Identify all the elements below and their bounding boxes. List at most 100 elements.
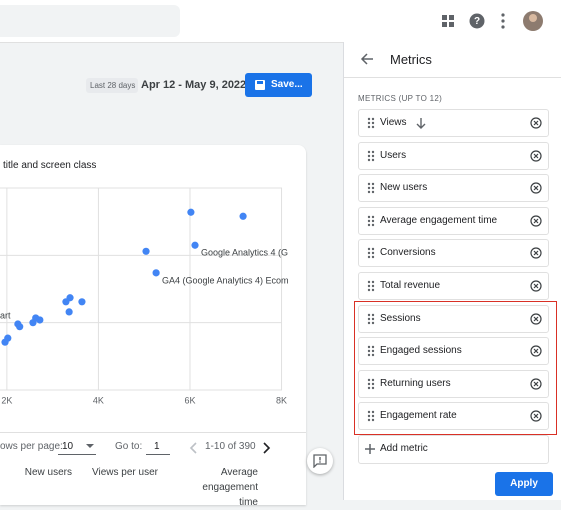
handle-dot — [367, 125, 371, 129]
divider — [0, 432, 306, 433]
handle-dot — [367, 411, 371, 414]
rows-label: ows per page: — [0, 441, 63, 452]
remove-cross — [533, 185, 539, 191]
handle-dot — [371, 186, 375, 190]
save-label: Save... — [271, 79, 303, 90]
handle-dot — [367, 150, 371, 153]
drag-handle — [367, 411, 375, 422]
x-tick-label: 8K — [276, 395, 287, 405]
remove-icon[interactable] — [530, 215, 542, 227]
more-icon[interactable] — [501, 13, 505, 29]
remove-circle — [530, 117, 542, 129]
metric-chip[interactable]: Engaged sessions — [358, 337, 549, 366]
remove-circle — [530, 247, 542, 259]
remove-circle — [530, 215, 542, 227]
remove-icon[interactable] — [530, 247, 542, 259]
handle-dot — [367, 256, 371, 259]
handle-dot — [367, 349, 371, 353]
drag-handle — [367, 280, 375, 292]
drag-handle — [367, 345, 375, 357]
handle-dot — [371, 158, 375, 161]
remove-icon[interactable] — [530, 117, 542, 129]
metric-chip[interactable]: Views — [358, 109, 549, 137]
rows-select[interactable]: 10 — [62, 441, 74, 452]
handle-dot — [367, 182, 371, 186]
remove-icon[interactable] — [530, 410, 542, 422]
handle-dot — [371, 321, 375, 324]
handle-dot — [367, 117, 371, 121]
metric-chip[interactable]: Total revenue — [358, 272, 549, 300]
remove-icon[interactable] — [530, 149, 542, 162]
metric-chip[interactable]: Users — [358, 141, 549, 170]
highlight-box — [354, 301, 557, 435]
handle-dot — [371, 252, 375, 255]
handle-dot — [371, 415, 375, 418]
metric-chip[interactable]: Returning users — [358, 369, 549, 398]
remove-cross — [533, 120, 539, 126]
back-arrow[interactable] — [359, 51, 375, 67]
handle-dot — [367, 353, 371, 357]
next-page[interactable] — [263, 442, 271, 454]
handle-dot — [371, 154, 375, 157]
feedback-button[interactable] — [307, 448, 333, 474]
scatter-chart: 2K 4K 6K 8K Google Analytics 4 (G GA4 (Google… — [0, 187, 289, 405]
column-header: Average engagement time — [202, 467, 258, 508]
add-metric[interactable] — [358, 435, 549, 464]
remove-icon[interactable] — [530, 280, 542, 292]
handle-dot — [371, 150, 375, 153]
search-box[interactable] — [0, 5, 180, 37]
handle-dot — [371, 125, 375, 129]
help-icon[interactable] — [469, 13, 485, 29]
remove-icon[interactable] — [530, 345, 542, 357]
point — [239, 212, 247, 220]
goto-input[interactable]: 1 — [154, 441, 160, 452]
remove-cross — [533, 316, 539, 322]
apps-icon[interactable] — [442, 15, 454, 27]
point — [78, 298, 86, 306]
handle-dot — [371, 378, 375, 381]
x-tick-label: 2K — [1, 395, 12, 405]
remove-cross — [533, 381, 539, 387]
drag-handle — [367, 313, 375, 324]
handle-dot — [367, 345, 371, 349]
remove-icon[interactable] — [530, 378, 542, 390]
apply-button[interactable] — [495, 472, 553, 496]
handle-dot — [367, 158, 371, 161]
handle-dot — [367, 288, 371, 292]
handle-dot — [371, 419, 375, 422]
handle-dot — [371, 223, 375, 226]
date-chip — [86, 78, 138, 93]
handle-dot — [371, 317, 375, 320]
drag-handle — [367, 378, 375, 389]
handle-dot — [367, 280, 371, 284]
metric-chip[interactable]: Average engagement time — [358, 206, 549, 235]
remove-icon[interactable] — [530, 182, 542, 194]
handle-dot — [371, 117, 375, 121]
prev-page[interactable] — [189, 442, 197, 454]
handle-dot — [367, 215, 371, 218]
handle-dot — [367, 121, 371, 125]
handle-dot — [371, 411, 375, 414]
dropdown-arrow — [86, 444, 94, 448]
handle-dot — [367, 382, 371, 385]
metric-chip[interactable]: Conversions — [358, 239, 549, 268]
apply-label: Apply — [510, 478, 538, 489]
metric-label: Sessions — [380, 312, 421, 324]
remove-cross — [533, 153, 539, 159]
metric-chip[interactable]: New users — [358, 174, 549, 203]
plus-icon — [365, 444, 375, 454]
handle-dot — [367, 419, 371, 422]
handle-dot — [371, 288, 375, 292]
column-header: New users — [24, 467, 72, 478]
metric-chip[interactable]: Engagement rate — [358, 402, 549, 431]
remove-circle — [530, 410, 542, 422]
drag-handle — [367, 182, 375, 194]
date-range[interactable]: Apr 12 - May 9, 2022 — [141, 79, 247, 91]
handle-dot — [371, 280, 375, 284]
metric-label: Engaged sessions — [380, 345, 462, 357]
remove-circle — [530, 182, 542, 194]
metric-chip[interactable]: Sessions — [358, 304, 549, 333]
drag-handle — [367, 248, 375, 259]
remove-icon[interactable] — [530, 312, 542, 325]
handle-dot — [367, 386, 371, 389]
